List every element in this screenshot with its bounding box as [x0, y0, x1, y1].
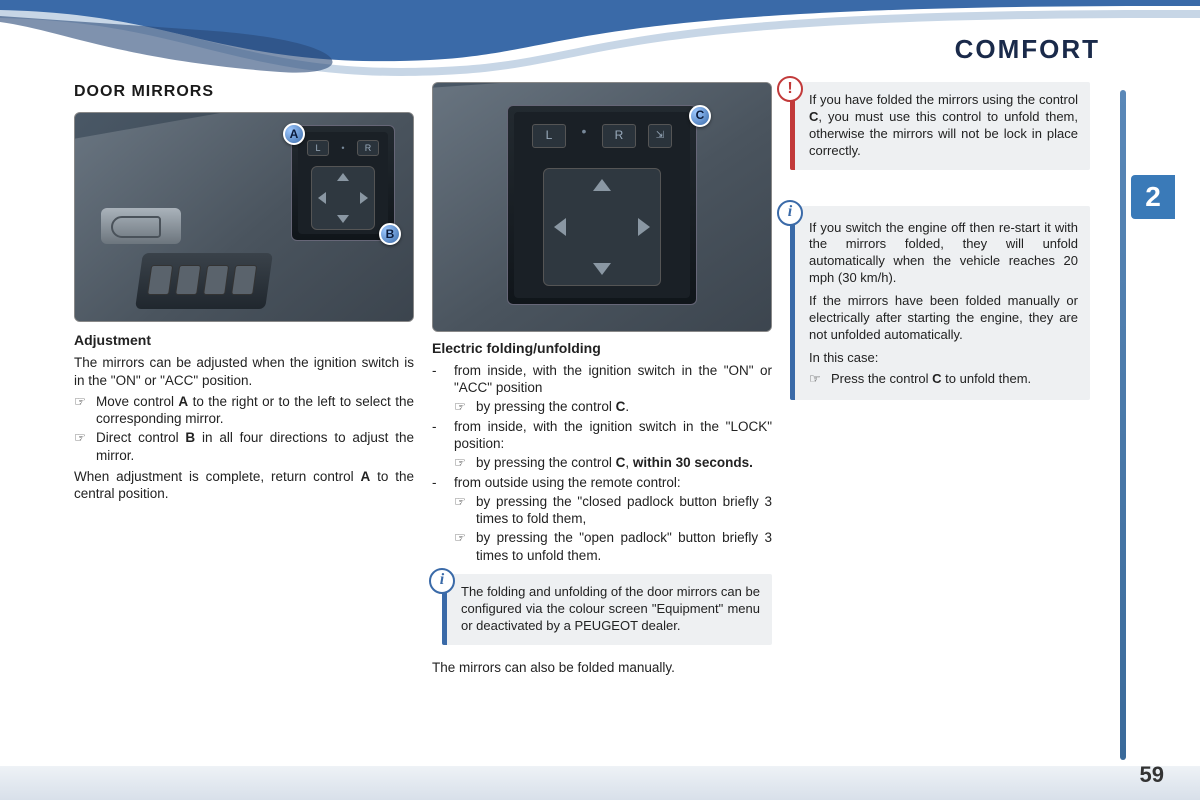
side-accent-bar: [1120, 90, 1126, 760]
fold-case-1: - from inside, with the ignition switch …: [432, 362, 772, 397]
fold-case-1-action: ☞ by pressing the control C.: [454, 398, 772, 415]
column-3: ! If you have folded the mirrors using t…: [790, 82, 1090, 760]
info-icon: i: [777, 200, 803, 226]
adjustment-outro: When adjustment is complete, return cont…: [74, 468, 414, 503]
column-1: DOOR MIRRORS L•R A B Adjustme: [74, 82, 414, 760]
illustration-mirror-control: L • R ⇲ C: [432, 82, 772, 332]
fold-case-2: - from inside, with the ignition switch …: [432, 418, 772, 453]
fold-case-3: - from outside using the remote control:: [432, 474, 772, 491]
info-callout-auto-unfold: i If you switch the engine off then re-s…: [790, 206, 1090, 400]
footer-bar: [0, 766, 1200, 800]
hand-icon: ☞: [454, 398, 476, 415]
manual-fold-note: The mirrors can also be folded manually.: [432, 659, 772, 676]
window-switch-graphic: [135, 253, 273, 309]
hand-icon: ☞: [454, 493, 476, 528]
warning-icon: !: [777, 76, 803, 102]
marker-c: C: [689, 105, 711, 127]
adjustment-heading: Adjustment: [74, 332, 414, 350]
section-title: COMFORT: [955, 34, 1100, 65]
hand-icon: ☞: [74, 429, 96, 464]
hand-icon: ☞: [74, 393, 96, 428]
content-grid: DOOR MIRRORS L•R A B Adjustme: [74, 82, 1084, 760]
folding-heading: Electric folding/unfolding: [432, 340, 772, 358]
chapter-tab: 2: [1131, 175, 1175, 219]
hand-icon: ☞: [454, 454, 476, 471]
illustration-door-panel: L•R A B: [74, 112, 414, 322]
column-2: L • R ⇲ C Electric folding/unfolding: [432, 82, 772, 760]
adjustment-intro: The mirrors can be adjusted when the ign…: [74, 354, 414, 389]
fold-case-3-action-1: ☞ by pressing the "closed padlock button…: [454, 493, 772, 528]
info-callout-config: i The folding and unfolding of the door …: [442, 574, 772, 645]
door-handle-graphic: [101, 208, 181, 244]
hand-icon: ☞: [454, 529, 476, 564]
adjustment-step-2: ☞ Direct control B in all four direction…: [74, 429, 414, 464]
hand-icon: ☞: [809, 371, 831, 388]
fold-case-3-action-2: ☞ by pressing the "open padlock" button …: [454, 529, 772, 564]
adjustment-step-1: ☞ Move control A to the right or to the …: [74, 393, 414, 428]
warning-callout: ! If you have folded the mirrors using t…: [790, 82, 1090, 170]
page-number: 59: [1140, 762, 1164, 788]
info-icon: i: [429, 568, 455, 594]
fold-case-2-action: ☞ by pressing the control C, within 30 s…: [454, 454, 772, 471]
page-title: DOOR MIRRORS: [74, 82, 414, 102]
